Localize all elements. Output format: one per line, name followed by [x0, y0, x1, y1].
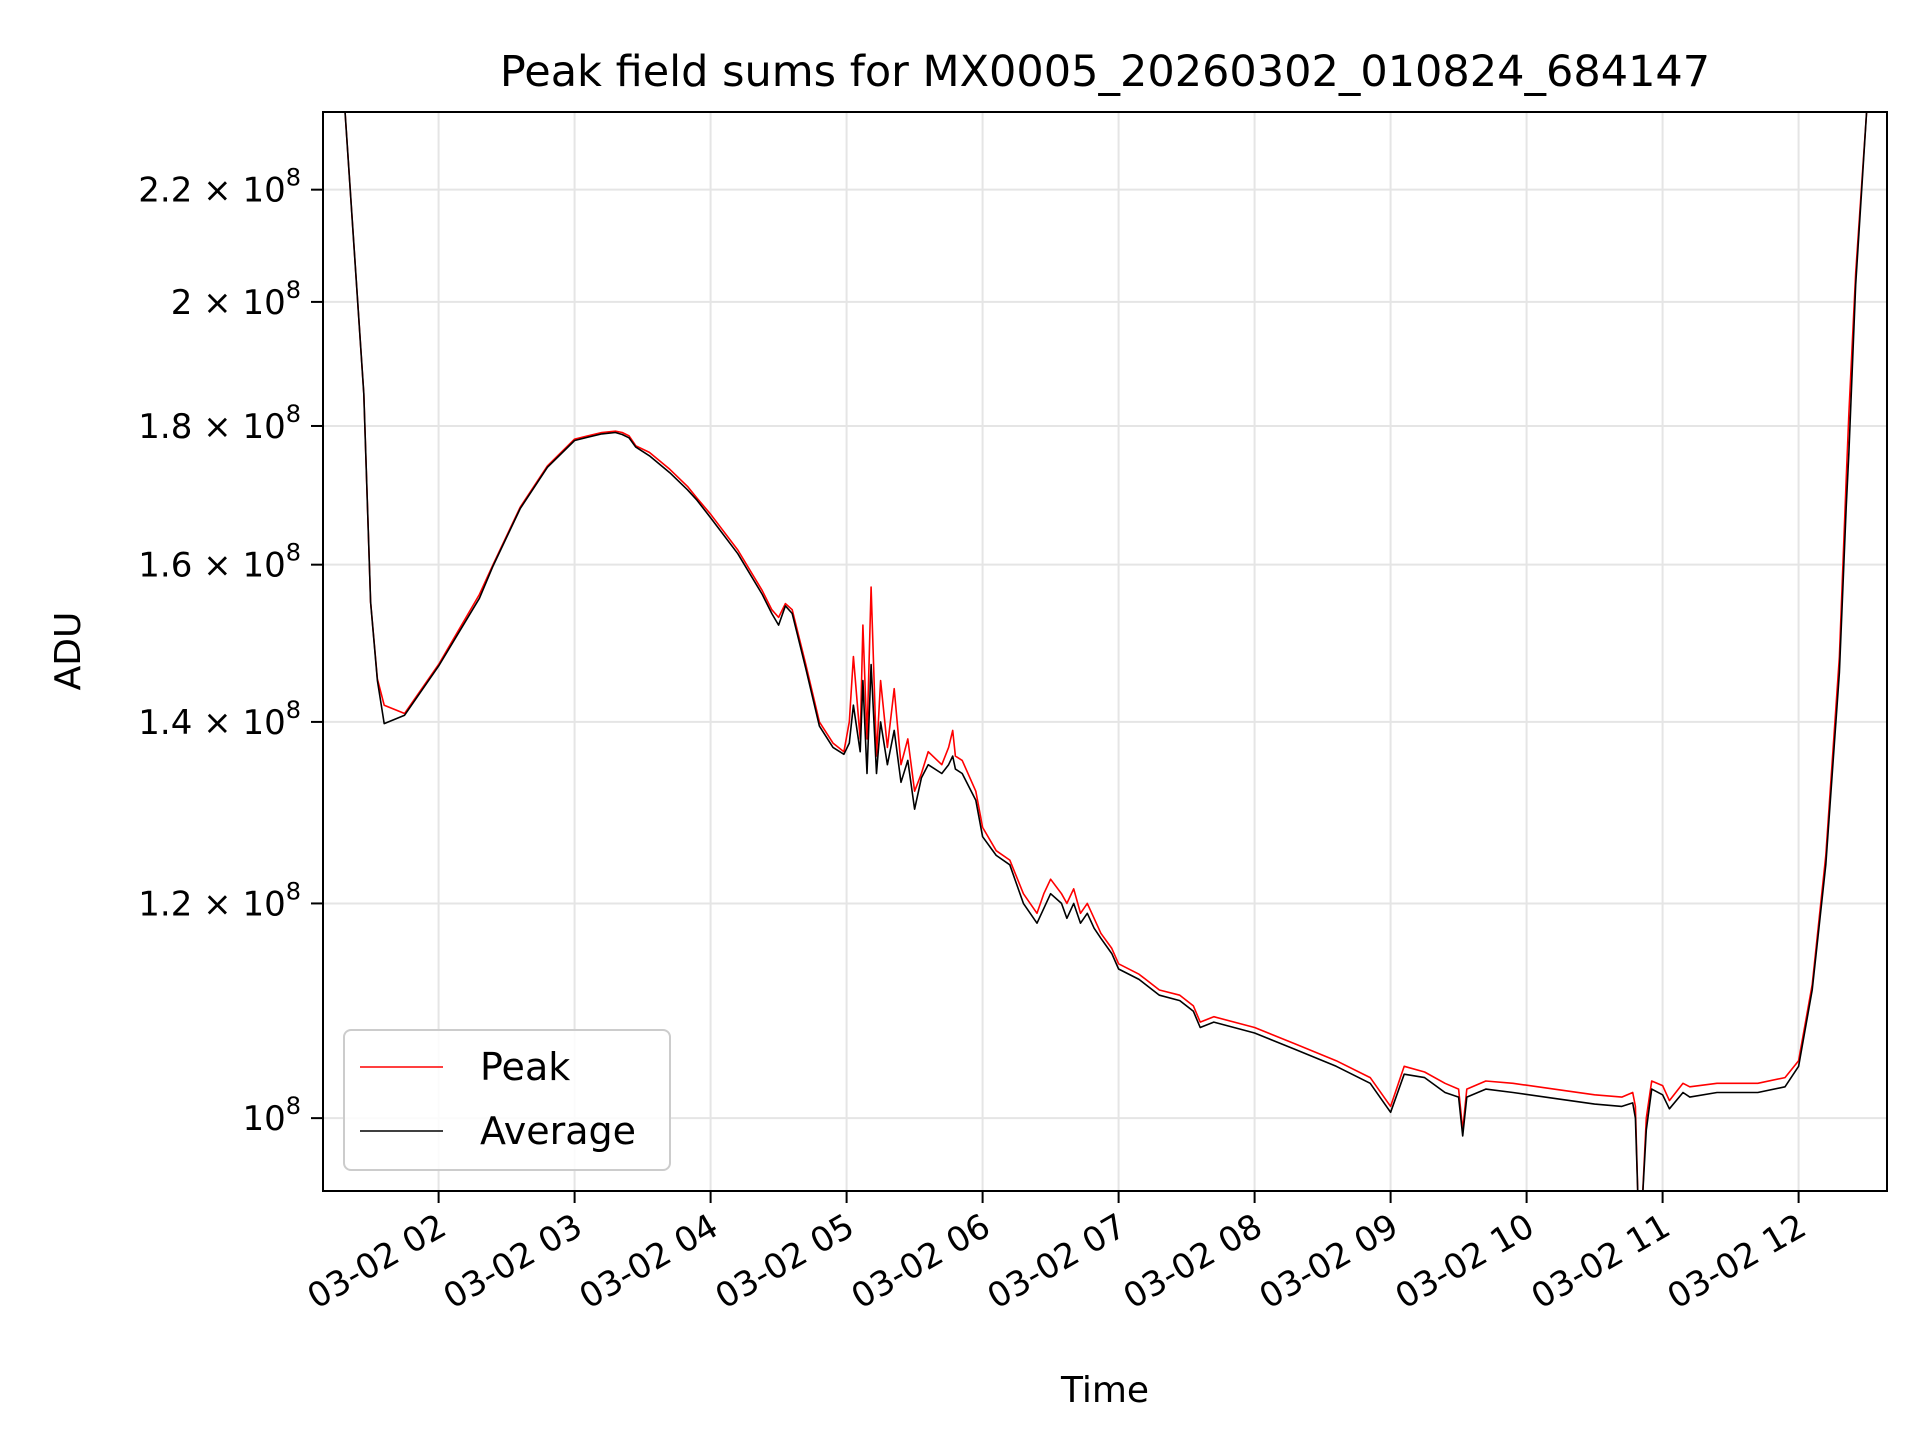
legend-label-average: Average	[480, 1109, 636, 1153]
y-tick-exponent: 8	[286, 276, 301, 304]
y-axis: 108 1.2 × 108 1.4 × 108 1.6 × 108 1.8 × 108 2…	[138, 164, 323, 1139]
y-tick-exponent: 8	[286, 539, 301, 567]
x-tick-label: 03-02 10	[1389, 1206, 1541, 1317]
y-tick-label: 2.2 × 108	[138, 164, 301, 211]
legend-label-peak: Peak	[480, 1045, 570, 1089]
y-axis-label: ADU	[48, 612, 89, 691]
y-tick-exponent: 8	[286, 400, 301, 428]
x-tick-label: 03-02 02	[301, 1206, 453, 1317]
y-tick-exponent: 8	[286, 164, 301, 192]
y-tick-exponent: 8	[286, 877, 301, 905]
y-tick-label: 2 × 108	[171, 276, 301, 323]
x-tick-label: 03-02 12	[1661, 1206, 1813, 1317]
y-tick-label: 1.6 × 108	[138, 539, 301, 586]
x-tick-label: 03-02 05	[709, 1206, 861, 1317]
x-tick-label: 03-02 04	[573, 1206, 725, 1317]
y-tick-label: 1.4 × 108	[138, 696, 301, 743]
y-tick-label: 108	[242, 1092, 301, 1139]
legend-box	[343, 1029, 671, 1171]
series-line-peak	[344, 112, 1868, 1191]
x-tick-label: 03-02 06	[845, 1206, 997, 1317]
x-tick-label: 03-02 07	[981, 1206, 1133, 1317]
chart-title: Peak field sums for MX0005_20260302_0108…	[500, 47, 1710, 97]
x-tick-label: 03-02 11	[1525, 1206, 1677, 1317]
plot-frame	[322, 111, 1888, 1192]
y-tick-exponent: 8	[286, 1092, 301, 1120]
x-axis-label: Time	[1060, 1370, 1149, 1411]
x-tick-label: 03-02 09	[1253, 1206, 1405, 1317]
x-tick-label: 03-02 03	[437, 1206, 589, 1317]
series-layer	[344, 112, 1868, 1191]
y-tick-exponent: 8	[286, 696, 301, 724]
legend: Peak Average	[343, 1029, 671, 1171]
y-tick-label: 1.8 × 108	[138, 400, 301, 447]
y-tick-label: 1.2 × 108	[138, 877, 301, 924]
x-tick-label: 03-02 08	[1117, 1206, 1269, 1317]
series-line-average	[344, 112, 1868, 1191]
